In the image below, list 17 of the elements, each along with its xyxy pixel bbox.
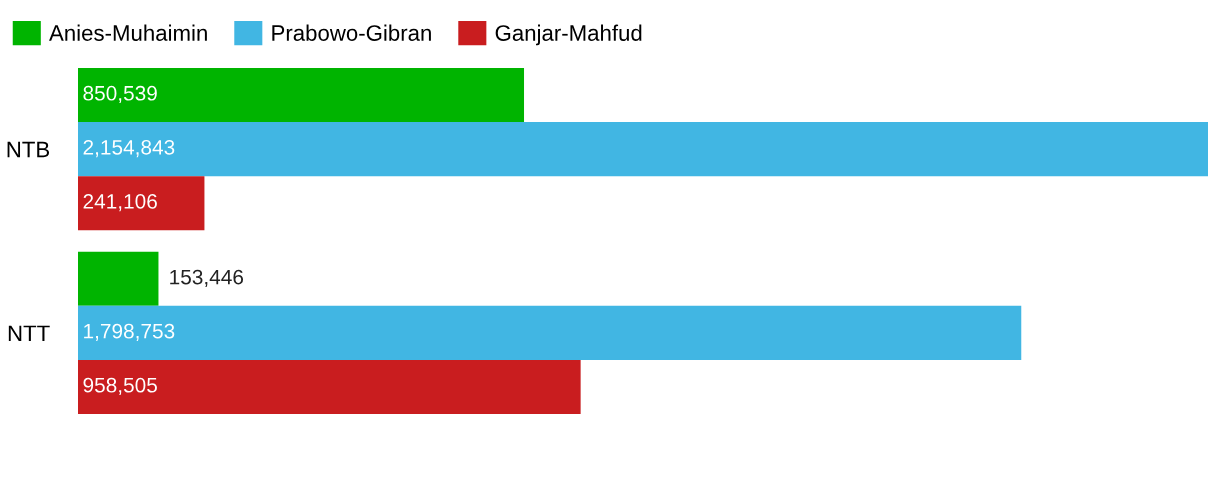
- y-tick-label: NTT: [8, 325, 50, 341]
- bar: [78, 359, 581, 414]
- bar: [78, 251, 159, 306]
- legend-label: Ganjar-Mahfud: [495, 24, 642, 46]
- data-label: 153,446: [170, 269, 244, 287]
- data-label: 958,505: [83, 377, 157, 396]
- bar: [78, 122, 1208, 177]
- legend-label: Prabowo-Gibran: [272, 24, 431, 41]
- bar: [78, 305, 1022, 360]
- data-label: 2,154,843: [83, 139, 175, 158]
- y-tick-label: NTB: [7, 141, 50, 158]
- legend-label: Anies-Muhaimin: [49, 24, 207, 41]
- data-label: 241,106: [83, 194, 157, 212]
- bar: [78, 68, 525, 123]
- bar: [78, 176, 205, 231]
- data-label: 850,539: [83, 85, 157, 104]
- data-label: 1,798,753: [84, 323, 175, 341]
